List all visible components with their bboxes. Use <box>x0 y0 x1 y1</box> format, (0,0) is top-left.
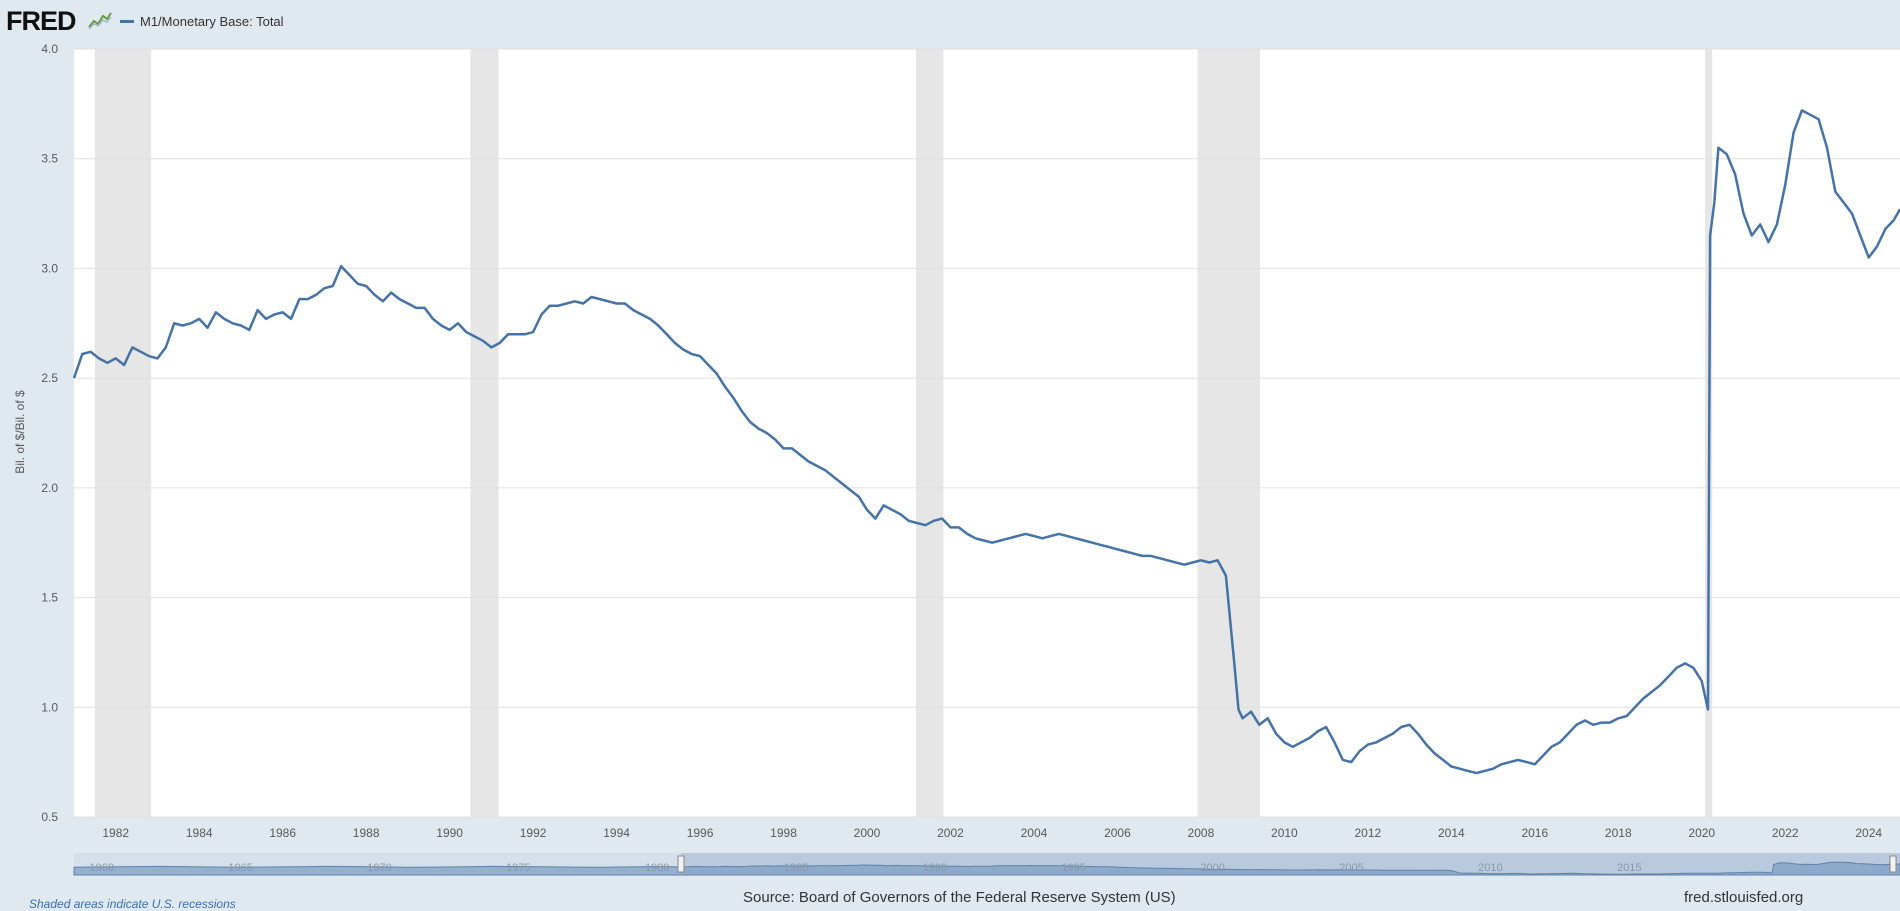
legend-label: M1/Monetary Base: Total <box>140 13 284 29</box>
x-tick-label: 2022 <box>1772 826 1799 840</box>
x-tick-label: 2018 <box>1605 826 1632 840</box>
x-tick-label: 1988 <box>353 826 380 840</box>
y-tick-label: 2.5 <box>41 371 58 385</box>
navigator-label: 1985 <box>784 862 808 874</box>
x-tick-label: 2002 <box>937 826 964 840</box>
x-tick-label: 1986 <box>269 826 296 840</box>
chart-legend[interactable]: M1/Monetary Base: Total <box>120 12 284 30</box>
navigator-label: 2005 <box>1339 862 1363 874</box>
x-tick-label: 2012 <box>1354 826 1381 840</box>
y-tick-label: 3.0 <box>41 261 58 275</box>
x-tick-label: 1992 <box>520 826 547 840</box>
x-tick-label: 2008 <box>1188 826 1215 840</box>
header: FRED M1/Monetary Base: Total <box>0 0 1900 42</box>
x-tick-label: 2004 <box>1021 826 1048 840</box>
x-tick-label: 1994 <box>603 826 630 840</box>
series-line <box>72 109 1900 775</box>
x-tick-label: 2010 <box>1271 826 1298 840</box>
x-tick-label: 1998 <box>770 826 797 840</box>
recession-note[interactable]: Shaded areas indicate U.S. recessions <box>29 897 236 911</box>
y-tick-label: 0.5 <box>41 810 58 824</box>
recession-bands <box>94 49 1713 817</box>
x-tick-label: 1996 <box>687 826 714 840</box>
plot-background <box>74 49 1900 817</box>
x-tick-label: 2000 <box>854 826 881 840</box>
y-tick-label: 1.0 <box>41 700 58 714</box>
navigator-label: 1970 <box>367 862 391 874</box>
navigator-label: 2010 <box>1478 862 1502 874</box>
navigator-label: 1995 <box>1062 862 1086 874</box>
grid-lines <box>74 48 1900 818</box>
x-tick-label: 2014 <box>1438 826 1465 840</box>
x-tick-label: 1990 <box>436 826 463 840</box>
source-text: Source: Board of Governors of the Federa… <box>743 889 1176 906</box>
recession-band <box>470 49 499 817</box>
navigator-label: 1975 <box>506 862 530 874</box>
y-tick-label: 4.0 <box>41 42 58 56</box>
navigator-handle-left[interactable] <box>677 855 685 873</box>
x-tick-label: 2020 <box>1688 826 1715 840</box>
navigator-labels: 1960 1965 1970 1975 1980 1985 1990 1995 2000 2005… <box>90 862 1642 874</box>
y-tick-label: 1.5 <box>41 591 58 605</box>
legend-swatch <box>120 19 134 23</box>
fred-logo[interactable]: FRED <box>6 6 76 36</box>
y-axis-label: Bil. of $/Bil. of $ <box>13 390 27 474</box>
recession-band <box>94 49 152 817</box>
y-axis-ticks: 0.5 1.0 1.5 2.0 2.5 3.0 3.5 4.0 <box>41 42 58 824</box>
x-tick-label: 2016 <box>1521 826 1548 840</box>
x-tick-label: 2006 <box>1104 826 1131 840</box>
navigator-label: 2000 <box>1200 862 1224 874</box>
recession-band <box>1197 49 1261 817</box>
graph-icon <box>88 12 112 30</box>
navigator-label: 1980 <box>645 862 669 874</box>
site-url[interactable]: fred.stlouisfed.org <box>1684 889 1804 906</box>
navigator-area <box>73 861 1900 876</box>
navigator-label: 2015 <box>1617 862 1641 874</box>
navigator-handle-right[interactable] <box>1889 855 1897 873</box>
x-axis-ticks: 1982 1984 1986 1988 1990 1992 1994 1996 1998 2000… <box>102 826 1882 840</box>
x-tick-label: 2024 <box>1855 826 1882 840</box>
recession-band <box>915 49 944 817</box>
x-tick-label: 1984 <box>186 826 213 840</box>
navigator-label: 1960 <box>90 862 114 874</box>
y-tick-label: 3.5 <box>41 152 58 166</box>
range-navigator: 1960 1965 1970 1975 1980 1985 1990 1995 2000 2005… <box>73 853 1900 876</box>
y-tick-label: 2.0 <box>41 481 58 495</box>
x-tick-label: 1982 <box>102 826 129 840</box>
navigator-label: 1990 <box>923 862 947 874</box>
navigator-label: 1965 <box>228 862 252 874</box>
